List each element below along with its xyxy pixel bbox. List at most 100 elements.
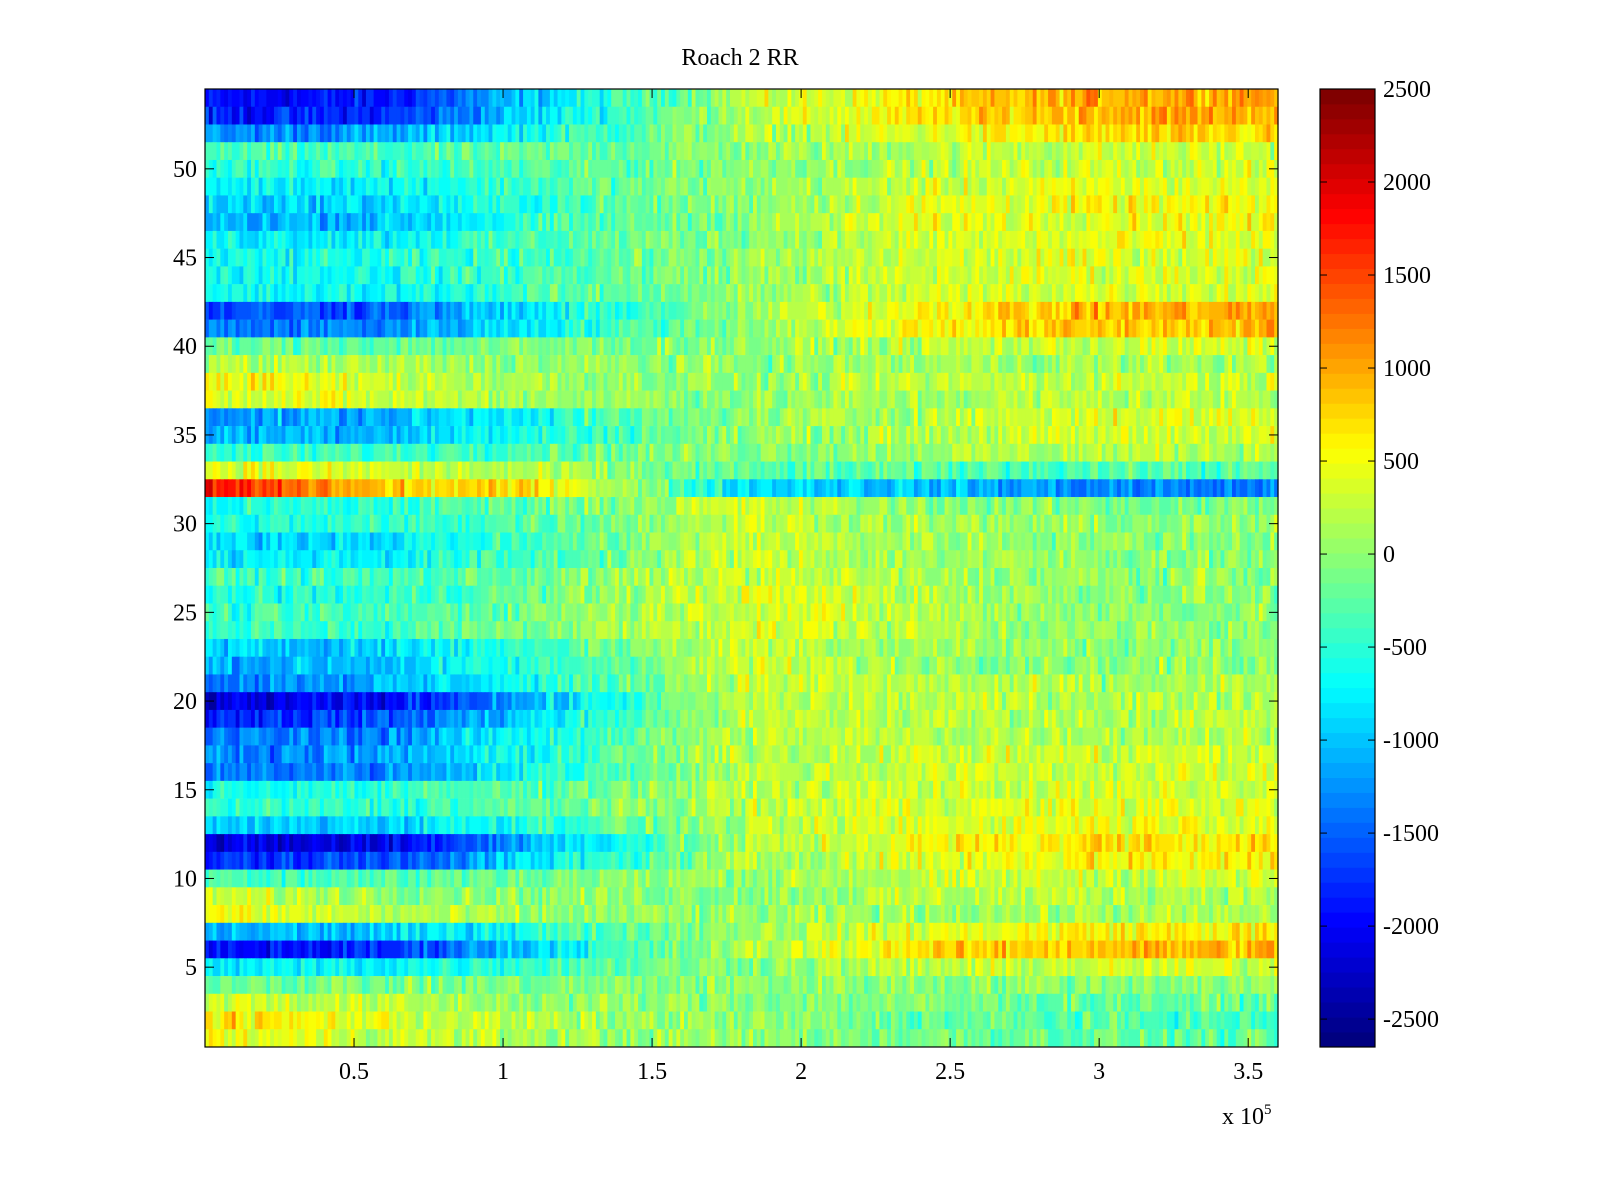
heatmap-cell [1128,337,1133,356]
heatmap-cell [626,319,631,338]
heatmap-cell [553,230,559,249]
heatmap-cell [787,301,792,320]
heatmap-cell [664,337,670,356]
heatmap-cell [588,337,593,356]
heatmap-cell [695,248,700,267]
heatmap-cell [852,195,858,214]
heatmap-cell [722,337,727,356]
heatmap-cell [956,284,961,303]
heatmap-cell [952,284,957,303]
heatmap-cell [515,266,520,285]
heatmap-cell [956,355,961,374]
heatmap-cell [354,230,359,249]
heatmap-cell [220,248,225,267]
heatmap-cell [1124,266,1130,285]
heatmap-cell [810,390,815,409]
heatmap-cell [879,89,884,108]
heatmap-cell [595,142,601,161]
heatmap-cell [1113,89,1118,108]
heatmap-cell [1094,89,1099,108]
heatmap-cell [1002,390,1007,409]
heatmap-cell [1048,142,1053,161]
heatmap-cell [1235,142,1241,161]
heatmap-cell [427,124,432,143]
heatmap-cell [1163,337,1168,356]
heatmap-cell [270,284,275,303]
heatmap-cell [676,301,681,320]
heatmap-cell [503,319,509,338]
heatmap-cell [266,355,271,374]
heatmap-cell [653,319,658,338]
heatmap-cell [756,319,762,338]
heatmap-cell [503,284,509,303]
heatmap-cell [480,372,486,391]
heatmap-cell [250,355,256,374]
heatmap-cell [312,284,317,303]
heatmap-cell [477,89,482,108]
heatmap-cell [1220,159,1225,178]
heatmap-cell [477,124,482,143]
heatmap-cell [1186,319,1191,338]
heatmap-cell [1086,195,1091,214]
heatmap-cell [737,177,743,196]
heatmap-cell [396,142,402,161]
heatmap-cell [404,372,409,391]
heatmap-cell [1258,230,1264,249]
heatmap-cell [569,266,574,285]
heatmap-cell [856,266,861,285]
heatmap-cell [1243,159,1248,178]
heatmap-cell [331,248,336,267]
heatmap-cell [772,390,777,409]
heatmap-cell [346,213,352,232]
heatmap-cell [1212,248,1218,267]
heatmap-cell [549,355,555,374]
heatmap-cell [894,106,900,125]
heatmap-cell [484,372,490,391]
heatmap-cell [1209,337,1214,356]
heatmap-cell [1009,266,1015,285]
heatmap-cell [469,248,474,267]
heatmap-cell [1170,230,1176,249]
heatmap-cell [867,319,873,338]
heatmap-cell [875,195,881,214]
heatmap-cell [661,124,666,143]
heatmap-cell [1178,106,1183,125]
heatmap-cell [611,390,616,409]
heatmap-cell [277,159,283,178]
heatmap-cell [618,124,624,143]
heatmap-cell [906,319,911,338]
heatmap-cell [239,124,244,143]
heatmap-cell [388,89,394,108]
heatmap-cell [1005,248,1011,267]
heatmap-cell [1132,266,1137,285]
heatmap-cell [944,195,950,214]
heatmap-cell [657,230,662,249]
heatmap-cell [216,142,221,161]
heatmap-cell [1009,89,1015,108]
heatmap-cell [250,195,256,214]
heatmap-row [205,248,1279,267]
heatmap-cell [507,337,513,356]
heatmap-cell [484,213,490,232]
heatmap-cell [603,106,608,125]
heatmap-cell [982,319,988,338]
heatmap-cell [745,372,750,391]
heatmap-cell [1017,89,1022,108]
heatmap-cell [576,355,582,374]
heatmap-cell [212,266,218,285]
heatmap-cell [726,124,731,143]
heatmap-cell [917,284,923,303]
heatmap-cell [534,372,539,391]
heatmap-cell [841,195,846,214]
heatmap-cell [1048,89,1053,108]
heatmap-cell [362,319,367,338]
heatmap-cell [369,142,375,161]
heatmap-cell [798,124,804,143]
heatmap-cell [438,142,444,161]
heatmap-cell [1028,390,1034,409]
heatmap-cell [668,390,674,409]
heatmap-cell [492,301,497,320]
heatmap-cell [867,177,873,196]
heatmap-cell [887,390,892,409]
heatmap-cell [1009,177,1015,196]
